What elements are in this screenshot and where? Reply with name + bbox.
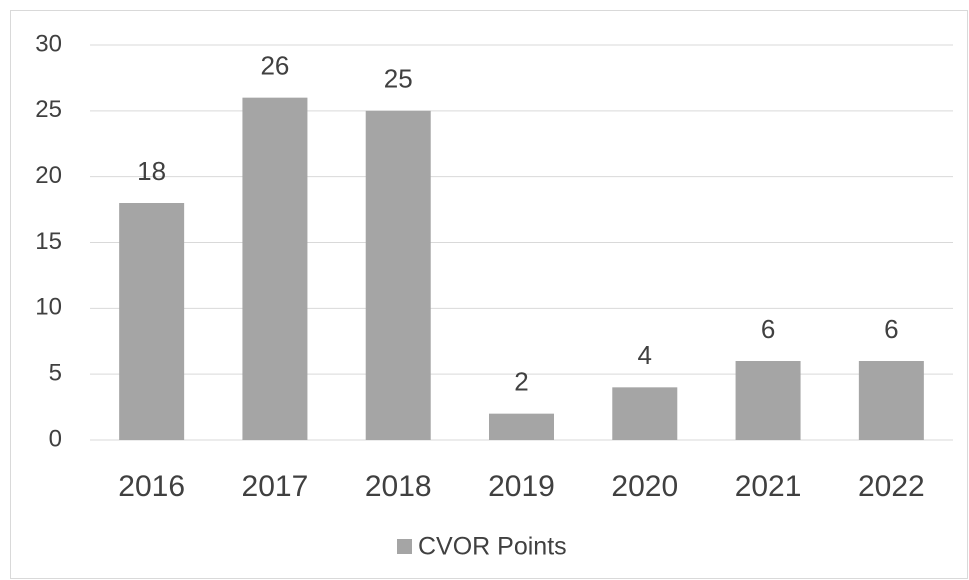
x-tick-label: 2020 bbox=[611, 470, 678, 503]
y-tick-label: 15 bbox=[35, 228, 62, 255]
value-label: 6 bbox=[884, 314, 898, 344]
bar bbox=[612, 387, 678, 440]
value-label: 26 bbox=[260, 51, 289, 81]
x-tick-label: 2021 bbox=[735, 470, 802, 503]
value-label: 6 bbox=[761, 314, 775, 344]
value-label: 18 bbox=[137, 156, 166, 186]
x-tick-label: 2017 bbox=[242, 470, 309, 503]
y-tick-label: 5 bbox=[49, 360, 62, 387]
bar bbox=[858, 361, 924, 440]
y-tick-label: 30 bbox=[35, 30, 62, 57]
bar bbox=[489, 413, 554, 440]
legend-swatch bbox=[397, 539, 412, 554]
y-tick-label: 20 bbox=[35, 162, 62, 189]
x-tick-label: 2016 bbox=[118, 470, 185, 503]
bar bbox=[119, 203, 185, 440]
value-label: 2 bbox=[514, 367, 528, 397]
x-tick-label: 2019 bbox=[488, 470, 555, 503]
x-tick-label: 2022 bbox=[858, 470, 925, 503]
bar bbox=[735, 361, 801, 440]
x-tick-label: 2018 bbox=[365, 470, 432, 503]
y-tick-label: 25 bbox=[35, 96, 62, 123]
value-label: 4 bbox=[638, 340, 652, 370]
legend-label: CVOR Points bbox=[418, 533, 567, 561]
bar bbox=[365, 110, 431, 440]
value-label: 25 bbox=[384, 64, 413, 94]
y-tick-label: 0 bbox=[49, 425, 62, 452]
bar bbox=[242, 97, 308, 441]
y-tick-label: 10 bbox=[35, 294, 62, 321]
